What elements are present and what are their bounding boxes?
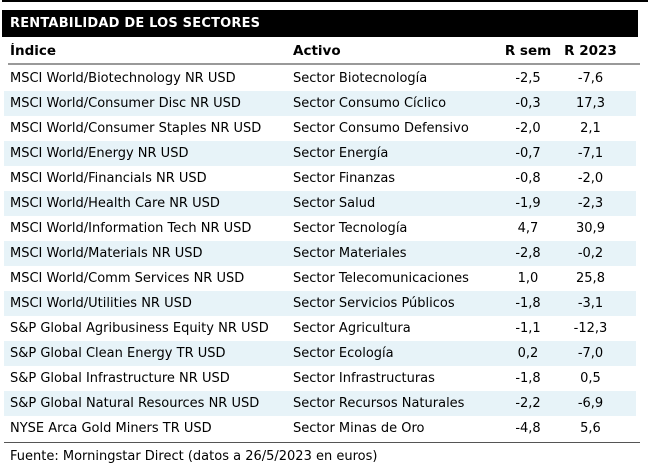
table-row: MSCI World/Financials NR USD Sector Fina… <box>4 166 636 191</box>
sector-name: Sector Consumo Cíclico <box>293 96 447 111</box>
index-name: S&P Global Agribusiness Equity NR USD <box>10 321 269 336</box>
table-title-bar: RENTABILIDAD DE LOS SECTORES <box>2 10 638 37</box>
sector-name: Sector Servicios Públicos <box>293 296 455 311</box>
sector-name: Sector Agricultura <box>293 321 411 336</box>
footer-divider-rule <box>4 442 640 443</box>
column-header-r-2023: R 2023 <box>564 42 617 59</box>
index-name: MSCI World/Comm Services NR USD <box>10 271 245 286</box>
source-note: Fuente: Morningstar Direct (datos a 26/5… <box>10 449 378 464</box>
r-2023-value: 2,1 <box>580 121 601 136</box>
index-name: MSCI World/Consumer Staples NR USD <box>10 121 262 136</box>
index-name: NYSE Arca Gold Miners TR USD <box>10 421 212 436</box>
sector-name: Sector Biotecnología <box>293 71 428 86</box>
table-row: MSCI World/Information Tech NR USD Secto… <box>4 216 636 241</box>
r-sem-value: -1,8 <box>515 296 541 311</box>
r-2023-value: -2,0 <box>577 171 604 186</box>
table-row: S&P Global Infrastructure NR USD Sector … <box>4 366 636 391</box>
sector-name: Sector Telecomunicaciones <box>293 271 469 286</box>
column-header-r-sem: R sem <box>504 42 552 59</box>
r-2023-value: -7,6 <box>577 71 604 86</box>
r-2023-value: -6,9 <box>577 396 604 411</box>
sector-name: Sector Recursos Naturales <box>293 396 465 411</box>
r-sem-value: 0,2 <box>517 346 539 361</box>
table-row: MSCI World/Utilities NR USD Sector Servi… <box>4 291 636 316</box>
index-name: S&P Global Natural Resources NR USD <box>10 396 260 411</box>
r-sem-value: -1,1 <box>515 321 541 336</box>
sector-name: Sector Finanzas <box>293 171 396 186</box>
r-2023-value: 5,6 <box>580 421 601 436</box>
index-name: MSCI World/Biotechnology NR USD <box>10 71 236 86</box>
index-name: MSCI World/Financials NR USD <box>10 171 207 186</box>
table-body: MSCI World/Biotechnology NR USD Sector B… <box>4 66 636 441</box>
r-2023-value: -7,1 <box>577 146 604 161</box>
index-name: MSCI World/Energy NR USD <box>10 146 189 161</box>
index-name: S&P Global Clean Energy TR USD <box>10 346 226 361</box>
index-name: MSCI World/Materials NR USD <box>10 246 203 261</box>
r-2023-value: -0,2 <box>577 246 604 261</box>
r-sem-value: -4,8 <box>515 421 541 436</box>
index-name: MSCI World/Consumer Disc NR USD <box>10 96 241 111</box>
r-sem-value: -0,3 <box>515 96 541 111</box>
sector-name: Sector Energía <box>293 146 389 161</box>
column-header-row: Índice Activo R sem R 2023 <box>4 38 636 63</box>
column-header-indice: Índice <box>10 42 57 59</box>
sector-name: Sector Salud <box>293 196 376 211</box>
r-sem-value: -0,8 <box>515 171 541 186</box>
r-2023-value: 25,8 <box>576 271 605 286</box>
table-row: MSCI World/Materials NR USD Sector Mater… <box>4 241 636 266</box>
column-header-activo: Activo <box>293 42 341 59</box>
table-row: MSCI World/Consumer Disc NR USD Sector C… <box>4 91 636 116</box>
sector-name: Sector Infrastructuras <box>293 371 435 386</box>
table-row: MSCI World/Health Care NR USD Sector Sal… <box>4 191 636 216</box>
r-sem-value: 4,7 <box>517 221 539 236</box>
r-sem-value: -2,0 <box>515 121 541 136</box>
r-2023-value: -7,0 <box>577 346 604 361</box>
table-row: MSCI World/Biotechnology NR USD Sector B… <box>4 66 636 91</box>
table-row: S&P Global Agribusiness Equity NR USD Se… <box>4 316 636 341</box>
table-row: S&P Global Clean Energy TR USD Sector Ec… <box>4 341 636 366</box>
r-sem-value: -2,8 <box>515 246 541 261</box>
r-2023-value: 30,9 <box>576 221 605 236</box>
r-2023-value: -12,3 <box>573 321 608 336</box>
header-divider-rule <box>8 63 640 65</box>
top-border-rule <box>2 0 648 2</box>
table-row: NYSE Arca Gold Miners TR USD Sector Mina… <box>4 416 636 441</box>
table-row: S&P Global Natural Resources NR USD Sect… <box>4 391 636 416</box>
r-sem-value: -1,8 <box>515 371 541 386</box>
table-row: MSCI World/Energy NR USD Sector Energía … <box>4 141 636 166</box>
r-2023-value: -3,1 <box>577 296 604 311</box>
r-sem-value: -2,5 <box>515 71 541 86</box>
sector-name: Sector Minas de Oro <box>293 421 425 436</box>
sector-name: Sector Ecología <box>293 346 394 361</box>
r-sem-value: -0,7 <box>515 146 541 161</box>
table-row: MSCI World/Consumer Staples NR USD Secto… <box>4 116 636 141</box>
index-name: MSCI World/Health Care NR USD <box>10 196 220 211</box>
page-title: RENTABILIDAD DE LOS SECTORES <box>10 16 261 31</box>
r-sem-value: -2,2 <box>515 396 541 411</box>
table-row: MSCI World/Comm Services NR USD Sector T… <box>4 266 636 291</box>
sector-name: Sector Tecnología <box>293 221 408 236</box>
index-name: S&P Global Infrastructure NR USD <box>10 371 230 386</box>
index-name: MSCI World/Information Tech NR USD <box>10 221 252 236</box>
sector-name: Sector Consumo Defensivo <box>293 121 469 136</box>
r-2023-value: 0,5 <box>580 371 601 386</box>
index-name: MSCI World/Utilities NR USD <box>10 296 192 311</box>
r-2023-value: 17,3 <box>576 96 605 111</box>
sector-name: Sector Materiales <box>293 246 407 261</box>
r-sem-value: 1,0 <box>517 271 539 286</box>
r-sem-value: -1,9 <box>515 196 541 211</box>
r-2023-value: -2,3 <box>577 196 604 211</box>
